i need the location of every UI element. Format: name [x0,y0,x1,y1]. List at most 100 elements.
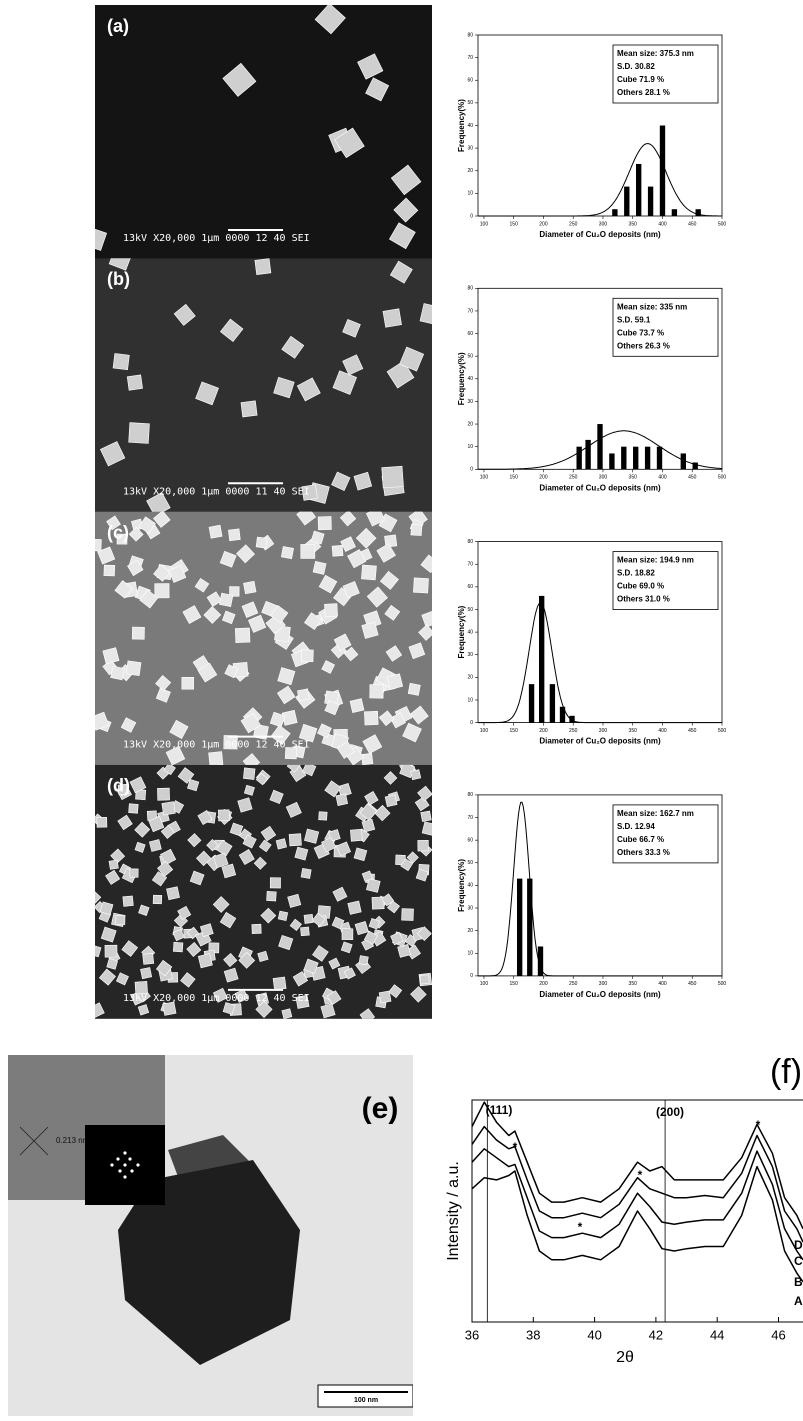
particle [339,511,357,527]
particle [388,222,416,250]
particle [384,604,401,621]
particle [303,958,319,974]
particle [95,538,102,552]
particle [168,565,187,583]
particle [240,400,258,418]
particle [385,645,403,662]
particle [295,994,310,1009]
particle [116,533,128,545]
particle [275,838,287,850]
y-tick-label: 70 [467,308,473,314]
y-tick-label: 60 [467,584,473,590]
particle [155,687,171,703]
particle [407,682,421,696]
x-tick-label: 46 [771,1327,785,1342]
particle [357,53,384,80]
particle [219,592,234,607]
info-line: Others 31.0 % [617,595,670,604]
particle [333,633,352,652]
image-background [95,5,432,259]
bar [539,595,545,723]
y-tick-label: 20 [467,928,473,934]
particle [389,260,413,284]
x-tick-label: 150 [510,475,519,481]
particle [317,516,332,531]
particle [415,868,429,882]
particle [406,851,419,864]
particle [288,833,302,847]
particle [361,621,379,639]
xrd-curve [471,1148,803,1261]
particle [389,712,406,729]
info-box [612,804,719,864]
fft-spot [130,1169,134,1173]
sem-image: (d) 13kV X20,000 1μm 0000 12 40 SEI [95,764,432,1019]
info-line: Others 26.3 % [617,341,670,350]
particle [159,848,177,866]
particle [228,528,241,542]
particle [196,850,212,867]
peak-annotation: * [756,1118,761,1132]
particle [359,803,377,821]
particle [121,940,139,957]
x-tick-label: 250 [569,221,578,227]
particle [127,559,144,577]
particle [300,926,310,937]
particle [383,771,398,785]
particle [340,536,356,552]
bar [585,439,591,470]
particle [273,376,295,399]
particle [125,660,142,677]
image-background [95,258,432,513]
particle [321,837,337,853]
xrd-curve [471,1165,803,1283]
particle [157,787,170,801]
info-line: Others 28.1 % [617,88,670,97]
particle [108,859,119,870]
bar [624,186,630,216]
plot-frame [471,1099,803,1323]
particle [95,944,102,958]
bar [516,878,523,976]
particle [266,891,277,902]
particle [177,905,192,920]
particle [280,546,294,560]
bar [597,424,603,470]
tem-image: 0.213 nm (e) 100 nm [8,1055,413,1416]
y-tick-label: 70 [467,562,473,568]
particle [409,705,429,725]
peak-annotation: (111) [486,1103,513,1117]
y-tick-label: 20 [467,421,473,427]
particle [234,988,249,1003]
particle [335,793,349,806]
particle [359,1008,376,1019]
info-line: Others 33.3 % [617,848,670,857]
y-tick-label: 0 [470,467,473,473]
particle [371,896,385,910]
y-axis-label: Frequency(%) [457,99,466,152]
particle [110,848,126,864]
particle [255,772,269,786]
particle [419,974,430,985]
particle [289,918,302,932]
x-tick-label: 400 [658,728,667,734]
y-tick-label: 30 [467,905,473,911]
particle [328,957,341,970]
particle [212,987,228,1003]
particle [152,894,163,905]
particle [368,917,381,930]
y-tick-label: 40 [467,629,473,635]
particle [365,511,386,527]
particle [138,904,150,916]
particle [410,986,427,1003]
particle [366,878,381,893]
x-tick-label: 300 [599,981,608,987]
x-tick-label: 400 [658,475,667,481]
particle [302,764,317,777]
y-axis-label: Frequency(%) [457,352,466,405]
particle [240,712,262,734]
x-tick-label: 300 [599,475,608,481]
y-tick-label: 50 [467,607,473,613]
fft-spot [118,1169,122,1173]
particle [166,886,180,901]
